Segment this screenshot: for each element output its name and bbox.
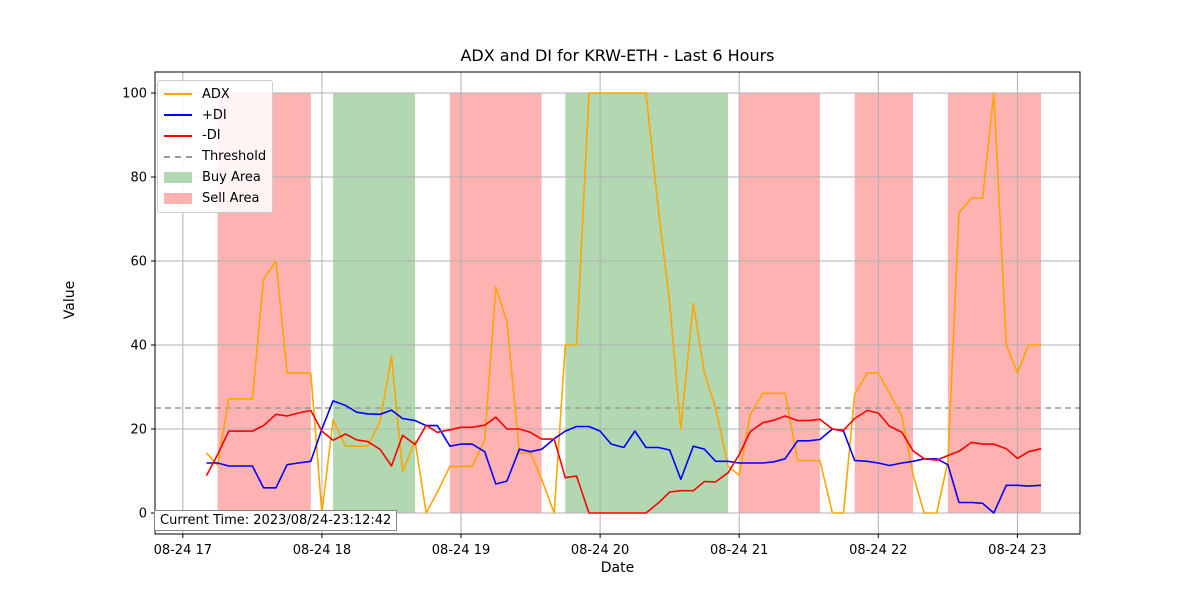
chart-title: ADX and DI for KRW-ETH - Last 6 Hours [460, 46, 775, 65]
buy-area-1 [333, 93, 416, 513]
legend-swatch-adx [164, 93, 192, 96]
sell-area-4 [854, 93, 914, 513]
legend-label-plus-di: +DI [202, 107, 227, 123]
legend-swatch-plus-di [164, 114, 192, 117]
legend-label-threshold: Threshold [202, 149, 267, 165]
y-tick-label-80: 80 [130, 171, 147, 186]
legend-item-minus-di: -DI [164, 126, 266, 147]
legend-swatch-buy-area [164, 172, 192, 184]
x-tick-label-20: 08-24 20 [571, 543, 629, 558]
chart-legend: ADX +DI -DI Threshold Buy Area Sell Area [157, 80, 274, 213]
series-line-adx [205, 92, 1042, 514]
legend-label-adx: ADX [202, 86, 230, 102]
x-tick-label-21: 08-24 21 [710, 543, 768, 558]
sell-area-3 [739, 93, 820, 513]
y-axis-label: Value [62, 280, 78, 320]
legend-label-buy-area: Buy Area [202, 170, 261, 186]
legend-label-minus-di: -DI [202, 128, 221, 144]
y-tick-label-20: 20 [130, 423, 147, 438]
sell-area-2 [449, 93, 542, 513]
legend-item-threshold: Threshold [164, 146, 266, 167]
x-tick-label-22: 08-24 22 [849, 543, 907, 558]
legend-item-buy-area: Buy Area [164, 167, 266, 188]
y-tick-label-40: 40 [130, 339, 147, 354]
y-tick-label-0: 0 [139, 507, 147, 522]
sell-area-5 [947, 93, 1042, 513]
legend-item-plus-di: +DI [164, 105, 266, 126]
legend-swatch-sell-area [164, 192, 192, 204]
series-line-minus-di [205, 409, 1042, 514]
x-axis-label: Date [600, 560, 635, 576]
legend-label-sell-area: Sell Area [202, 190, 260, 206]
x-tick-label-23: 08-24 23 [988, 543, 1046, 558]
plot-frame [154, 71, 1081, 535]
current-time-annotation: Current Time: 2023/08/24-23:12:42 [154, 510, 398, 531]
legend-swatch-threshold [164, 155, 192, 158]
legend-item-adx: ADX [164, 84, 266, 105]
series-line-plus-di [206, 400, 1042, 514]
y-tick-label-60: 60 [130, 255, 147, 270]
x-tick-label-19: 08-24 19 [432, 543, 490, 558]
x-tick-label-18: 08-24 18 [293, 543, 351, 558]
y-tick-label-100: 100 [122, 87, 147, 102]
legend-swatch-minus-di [164, 134, 192, 137]
buy-area-2 [565, 93, 729, 513]
legend-item-sell-area: Sell Area [164, 188, 266, 209]
x-tick-label-17: 08-24 17 [154, 543, 212, 558]
